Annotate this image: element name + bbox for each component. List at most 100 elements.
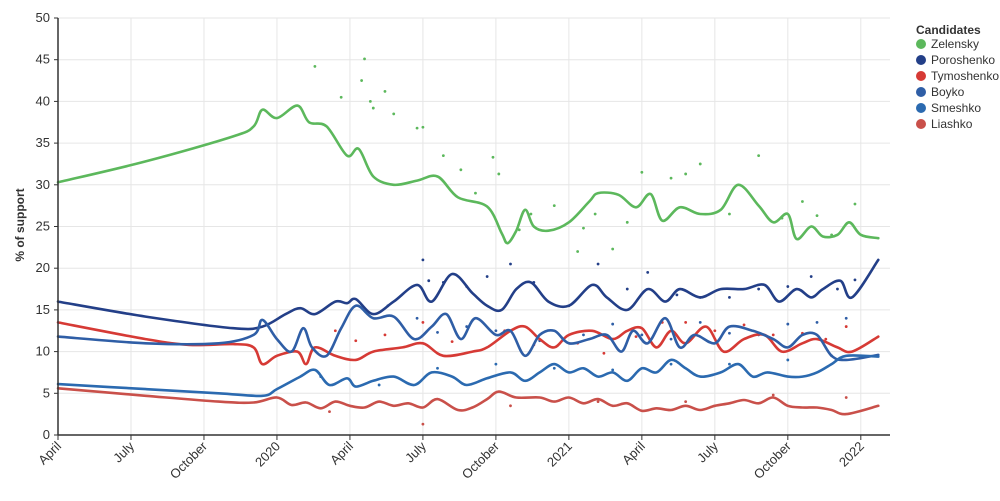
boyko-poll-point bbox=[415, 316, 419, 320]
boyko-poll-point bbox=[844, 316, 848, 320]
poroshenko-poll-point bbox=[757, 287, 761, 291]
tymoshenko-poll-point bbox=[742, 323, 746, 327]
smeshko-poll-point bbox=[728, 362, 731, 366]
boyko-poll-point bbox=[786, 322, 790, 326]
legend-label-zelensky: Zelensky bbox=[931, 37, 979, 51]
y-tick-label: 5 bbox=[43, 385, 50, 400]
legend-label-smeshko: Smeshko bbox=[931, 101, 981, 115]
y-tick-label: 25 bbox=[36, 219, 50, 234]
y-tick-label: 15 bbox=[36, 302, 50, 317]
zelensky-poll-point bbox=[421, 125, 425, 129]
y-tick-label: 20 bbox=[36, 260, 50, 275]
poroshenko-poll-point bbox=[421, 258, 425, 262]
tymoshenko-poll-point bbox=[771, 333, 775, 337]
x-tick-label: April bbox=[327, 438, 356, 467]
zelensky-poll-point bbox=[383, 89, 387, 93]
legend-marker-smeshko bbox=[916, 103, 926, 113]
zelensky-poll-point bbox=[611, 247, 615, 251]
zelensky-poll-point bbox=[582, 226, 585, 230]
zelensky-poll-point bbox=[815, 214, 819, 218]
zelensky-poll-point bbox=[728, 212, 731, 216]
poroshenko-poll-point bbox=[596, 262, 600, 266]
boyko-poll-point bbox=[698, 321, 702, 324]
zelensky-poll-point bbox=[313, 64, 317, 68]
tymoshenko-poll-point bbox=[421, 321, 425, 324]
x-tick-label: 2022 bbox=[836, 439, 867, 470]
legend-label-poroshenko: Poroshenko bbox=[931, 53, 995, 67]
legend-label-liashko: Liashko bbox=[931, 117, 973, 131]
x-tick-label: October bbox=[167, 438, 211, 482]
poroshenko-poll-point bbox=[675, 293, 679, 297]
boyko-poll-point bbox=[611, 322, 615, 326]
smeshko-poll-point bbox=[669, 362, 673, 366]
y-tick-label: 45 bbox=[36, 52, 50, 67]
poroshenko-poll-point bbox=[427, 279, 431, 283]
tymoshenko-poll-point bbox=[713, 329, 717, 333]
tymoshenko-poll-point bbox=[602, 351, 606, 355]
liashko-poll-point bbox=[596, 400, 600, 404]
zelensky-poll-point bbox=[363, 57, 366, 61]
zelensky-poll-point bbox=[392, 112, 396, 116]
zelensky-poll-point bbox=[576, 250, 580, 253]
tymoshenko-poll-point bbox=[824, 337, 828, 341]
boyko-poll-point bbox=[582, 333, 585, 337]
legend-marker-liashko bbox=[916, 119, 926, 129]
legend-title: Candidates bbox=[916, 23, 981, 37]
y-tick-label: 0 bbox=[43, 427, 50, 442]
liashko-poll-point bbox=[328, 410, 331, 414]
poroshenko-poll-point bbox=[728, 295, 731, 299]
poroshenko-poll-point bbox=[485, 275, 489, 278]
zelensky-poll-point bbox=[593, 212, 597, 216]
boyko-poll-point bbox=[815, 321, 819, 324]
liashko-poll-point bbox=[421, 422, 425, 426]
zelensky-poll-point bbox=[669, 176, 673, 180]
liashko-poll-point bbox=[771, 393, 775, 397]
zelensky-poll-point bbox=[491, 155, 495, 159]
zelensky-poll-point bbox=[371, 106, 375, 110]
zelensky-poll-point bbox=[517, 228, 521, 232]
legend-marker-zelensky bbox=[916, 39, 926, 49]
poroshenko-poll-point bbox=[625, 287, 629, 291]
legend-marker-boyko bbox=[916, 87, 926, 97]
smeshko-poll-point bbox=[377, 383, 381, 387]
tymoshenko-poll-point bbox=[354, 339, 358, 343]
zelensky-poll-point bbox=[474, 191, 477, 195]
poroshenko-poll-point bbox=[646, 270, 650, 274]
boyko-poll-point bbox=[728, 331, 731, 335]
smeshko-poll-point bbox=[436, 366, 439, 370]
poroshenko-poll-point bbox=[836, 287, 839, 291]
poroshenko-poll-point bbox=[809, 275, 813, 278]
boyko-trend-line bbox=[56, 304, 880, 362]
x-tick-label: April bbox=[619, 438, 648, 467]
tymoshenko-trend-line bbox=[56, 321, 880, 366]
x-tick-label: April bbox=[35, 438, 64, 467]
poroshenko-poll-point bbox=[853, 278, 857, 282]
x-tick-label: October bbox=[751, 438, 795, 482]
y-tick-label: 50 bbox=[36, 10, 50, 25]
y-tick-label: 35 bbox=[36, 135, 50, 150]
smeshko-trend-line bbox=[56, 354, 880, 398]
legend-marker-poroshenko bbox=[916, 55, 926, 65]
x-tick-label: July bbox=[694, 438, 721, 465]
liashko-poll-point bbox=[844, 396, 848, 399]
legend: Candidates Zelensky Poroshenko Tymoshenko B… bbox=[916, 23, 999, 131]
poroshenko-trend-line bbox=[56, 258, 880, 331]
zelensky-poll-point bbox=[339, 95, 343, 99]
zelensky-poll-point bbox=[552, 204, 556, 208]
x-tick-label: 2021 bbox=[544, 439, 575, 470]
smeshko-poll-point bbox=[552, 366, 556, 370]
smeshko-poll-point bbox=[611, 368, 615, 372]
x-tick-label: July bbox=[402, 438, 429, 465]
legend-marker-tymoshenko bbox=[916, 71, 926, 81]
zelensky-poll-point bbox=[625, 220, 629, 224]
liashko-trend-line bbox=[56, 387, 880, 416]
zelensky-poll-point bbox=[497, 172, 501, 176]
zelensky-poll-point bbox=[640, 170, 644, 174]
legend-label-tymoshenko: Tymoshenko bbox=[931, 69, 999, 83]
tymoshenko-poll-point bbox=[383, 333, 387, 337]
zelensky-poll-point bbox=[441, 154, 445, 158]
tymoshenko-poll-point bbox=[333, 329, 337, 333]
poll-points bbox=[313, 57, 857, 426]
zelensky-poll-point bbox=[368, 100, 372, 103]
